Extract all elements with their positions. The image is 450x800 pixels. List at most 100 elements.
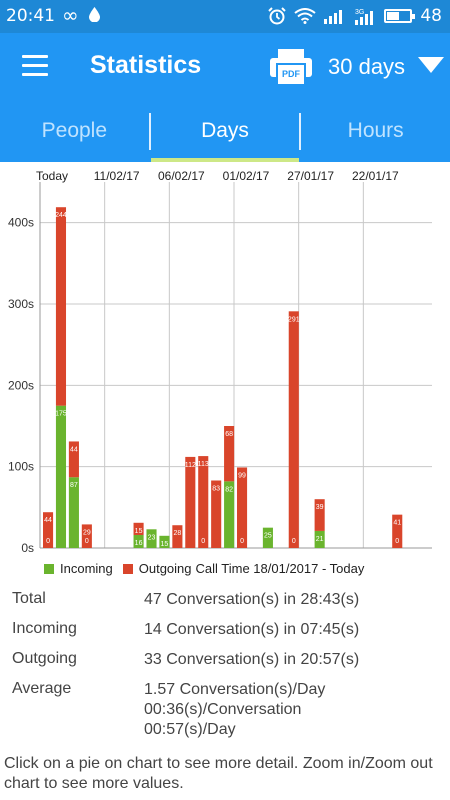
bar-outgoing xyxy=(185,456,196,548)
bar-outgoing xyxy=(55,207,67,406)
data-label-outgoing: 99 xyxy=(238,472,246,479)
signal-3g-icon: 3G xyxy=(355,9,374,25)
menu-icon xyxy=(22,55,48,58)
stats-value: 1.57 Conversation(s)/Day 00:36(s)/Conver… xyxy=(144,681,326,738)
stats-value: 14 Conversation(s) in 07:45(s) xyxy=(144,621,360,638)
bar-outgoing xyxy=(314,499,325,531)
x-tick-label: 06/02/17 xyxy=(158,169,205,183)
data-label-incoming: 0 xyxy=(292,538,296,545)
stats-label: Outgoing xyxy=(12,650,77,667)
legend-swatch-outgoing xyxy=(122,563,133,574)
network-label: 3G xyxy=(355,9,364,16)
tab-days[interactable]: Days xyxy=(150,101,300,162)
data-label-outgoing: 44 xyxy=(70,446,78,453)
y-tick-label: 400s xyxy=(8,216,34,230)
chart-hint: Click on a pie on chart to see more deta… xyxy=(4,755,433,792)
legend-incoming: Incoming xyxy=(44,561,113,576)
app-toolbar: Statistics PDF 30 days xyxy=(0,33,450,101)
data-label-incoming: 25 xyxy=(264,533,272,540)
pdf-label: PDF xyxy=(282,69,301,79)
data-label-incoming: 82 xyxy=(225,486,233,493)
data-label-incoming: 0 xyxy=(395,538,399,545)
call-time-chart[interactable]: 0s 100s 200s 300s 400s Today 11/02/17 06/02/17 0… xyxy=(0,162,450,582)
data-label-incoming: 87 xyxy=(70,482,78,489)
x-tick-label: 01/02/17 xyxy=(223,169,270,183)
bar-incoming xyxy=(262,527,273,548)
alarm-icon xyxy=(268,7,287,25)
legend-label-outgoing: Outgoing xyxy=(138,561,192,576)
bar-incoming xyxy=(146,529,157,548)
data-label-incoming: 0 xyxy=(46,538,50,545)
bar-outgoing xyxy=(392,514,403,548)
bar-outgoing xyxy=(288,311,299,548)
data-label-outgoing: 44 xyxy=(44,517,52,524)
period-selector[interactable]: 30 days xyxy=(328,54,406,79)
stats-label: Average xyxy=(12,680,72,697)
data-label-outgoing: 83 xyxy=(212,485,220,492)
drop-icon xyxy=(89,7,100,22)
tab-bar: People Days Hours xyxy=(0,101,450,162)
x-tick-label: 27/01/17 xyxy=(287,169,334,183)
chevron-down-icon[interactable] xyxy=(418,57,444,73)
bar-outgoing xyxy=(81,524,92,548)
legend-outgoing: Outgoing xyxy=(122,561,192,576)
bar-incoming xyxy=(224,481,235,548)
bar-outgoing xyxy=(211,480,222,548)
menu-button[interactable] xyxy=(22,55,48,77)
bar-incoming xyxy=(159,535,170,548)
stats-row-total: Total 47 Conversation(s) in 28:43(s) xyxy=(12,590,442,610)
tab-hours[interactable]: Hours xyxy=(347,119,404,142)
bar-outgoing xyxy=(68,441,79,478)
stats-summary: Total 47 Conversation(s) in 28:43(s) Inc… xyxy=(12,590,442,750)
printer-icon: PDF xyxy=(270,49,312,86)
bar-incoming xyxy=(133,534,144,548)
data-label-incoming: 0 xyxy=(201,538,205,545)
data-label-incoming: 0 xyxy=(240,538,244,545)
battery-icon xyxy=(384,9,416,23)
data-label-outgoing: 68 xyxy=(225,431,233,438)
page-title: Statistics xyxy=(90,51,202,79)
bar-incoming xyxy=(314,530,325,548)
stats-row-average: Average 1.57 Conversation(s)/Day 00:36(s… xyxy=(12,680,442,740)
chart-legend: Incoming Outgoing Call Time 18/01/2017 -… xyxy=(44,561,364,576)
bar-outgoing xyxy=(198,456,209,548)
legend-swatch-incoming xyxy=(44,563,54,574)
data-label-incoming: 15 xyxy=(161,541,169,548)
tab-divider xyxy=(148,113,151,150)
bar-outgoing xyxy=(133,522,144,535)
tab-people[interactable]: People xyxy=(41,119,108,142)
stats-value: 33 Conversation(s) in 20:57(s) xyxy=(144,651,360,668)
data-label-outgoing: 39 xyxy=(316,504,324,511)
data-label-outgoing: 28 xyxy=(173,530,181,537)
data-label-incoming: 175 xyxy=(55,411,67,418)
bar-outgoing xyxy=(237,467,248,548)
infinity-icon: ∞ xyxy=(62,3,79,27)
stats-label: Total xyxy=(12,590,46,607)
x-tick-label: 22/01/17 xyxy=(352,169,399,183)
data-label-incoming: 21 xyxy=(316,536,324,543)
bar-outgoing xyxy=(43,512,54,548)
data-label-outgoing: 113 xyxy=(198,461,209,468)
status-bar: 20:41 ∞ 3G 48 xyxy=(0,0,450,33)
x-tick-label: Today xyxy=(36,169,68,183)
signal-icon xyxy=(324,10,343,24)
stats-row-outgoing: Outgoing 33 Conversation(s) in 20:57(s) xyxy=(12,650,442,670)
status-time: 20:41 xyxy=(6,6,55,26)
data-label-outgoing: 29 xyxy=(83,529,91,536)
y-tick-label: 0s xyxy=(21,541,34,555)
stats-value: 47 Conversation(s) in 28:43(s) xyxy=(144,591,360,608)
y-tick-label: 100s xyxy=(8,460,34,474)
y-tick-label: 200s xyxy=(8,378,34,392)
pdf-export-button[interactable]: PDF xyxy=(268,47,314,87)
bar-outgoing xyxy=(172,525,183,548)
chart-area[interactable]: 0s 100s 200s 300s 400s Today 11/02/17 06/02/17 0… xyxy=(0,162,450,582)
bar-outgoing xyxy=(224,426,235,482)
y-tick-label: 300s xyxy=(8,297,34,311)
data-label-incoming: 0 xyxy=(85,538,89,545)
chart-caption: Call Time 18/01/2017 - Today xyxy=(195,561,365,576)
bar-incoming xyxy=(55,405,67,548)
stats-row-incoming: Incoming 14 Conversation(s) in 07:45(s) xyxy=(12,620,442,640)
data-label-outgoing: 15 xyxy=(135,528,143,535)
bar-incoming xyxy=(68,477,79,548)
tab-divider xyxy=(299,113,302,150)
